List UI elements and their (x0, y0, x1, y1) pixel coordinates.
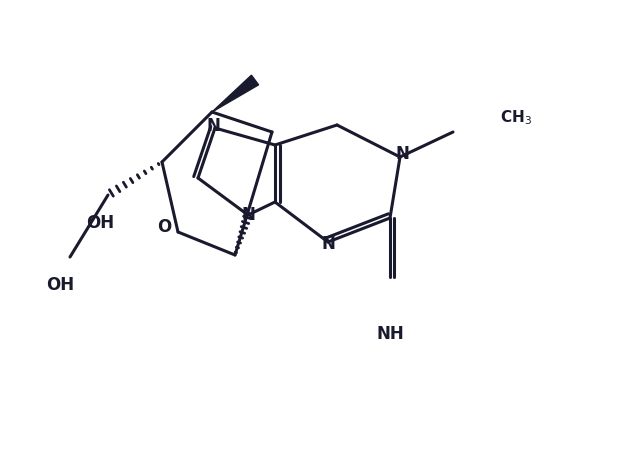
Text: NH: NH (376, 325, 404, 343)
Text: OH: OH (86, 214, 114, 232)
Text: CH$_3$: CH$_3$ (500, 109, 532, 127)
Text: N: N (395, 145, 409, 163)
Text: N: N (321, 235, 335, 253)
Text: N: N (206, 117, 220, 135)
Text: O: O (157, 218, 171, 236)
Polygon shape (212, 75, 259, 112)
Text: N: N (241, 206, 255, 224)
Text: OH: OH (46, 276, 74, 294)
